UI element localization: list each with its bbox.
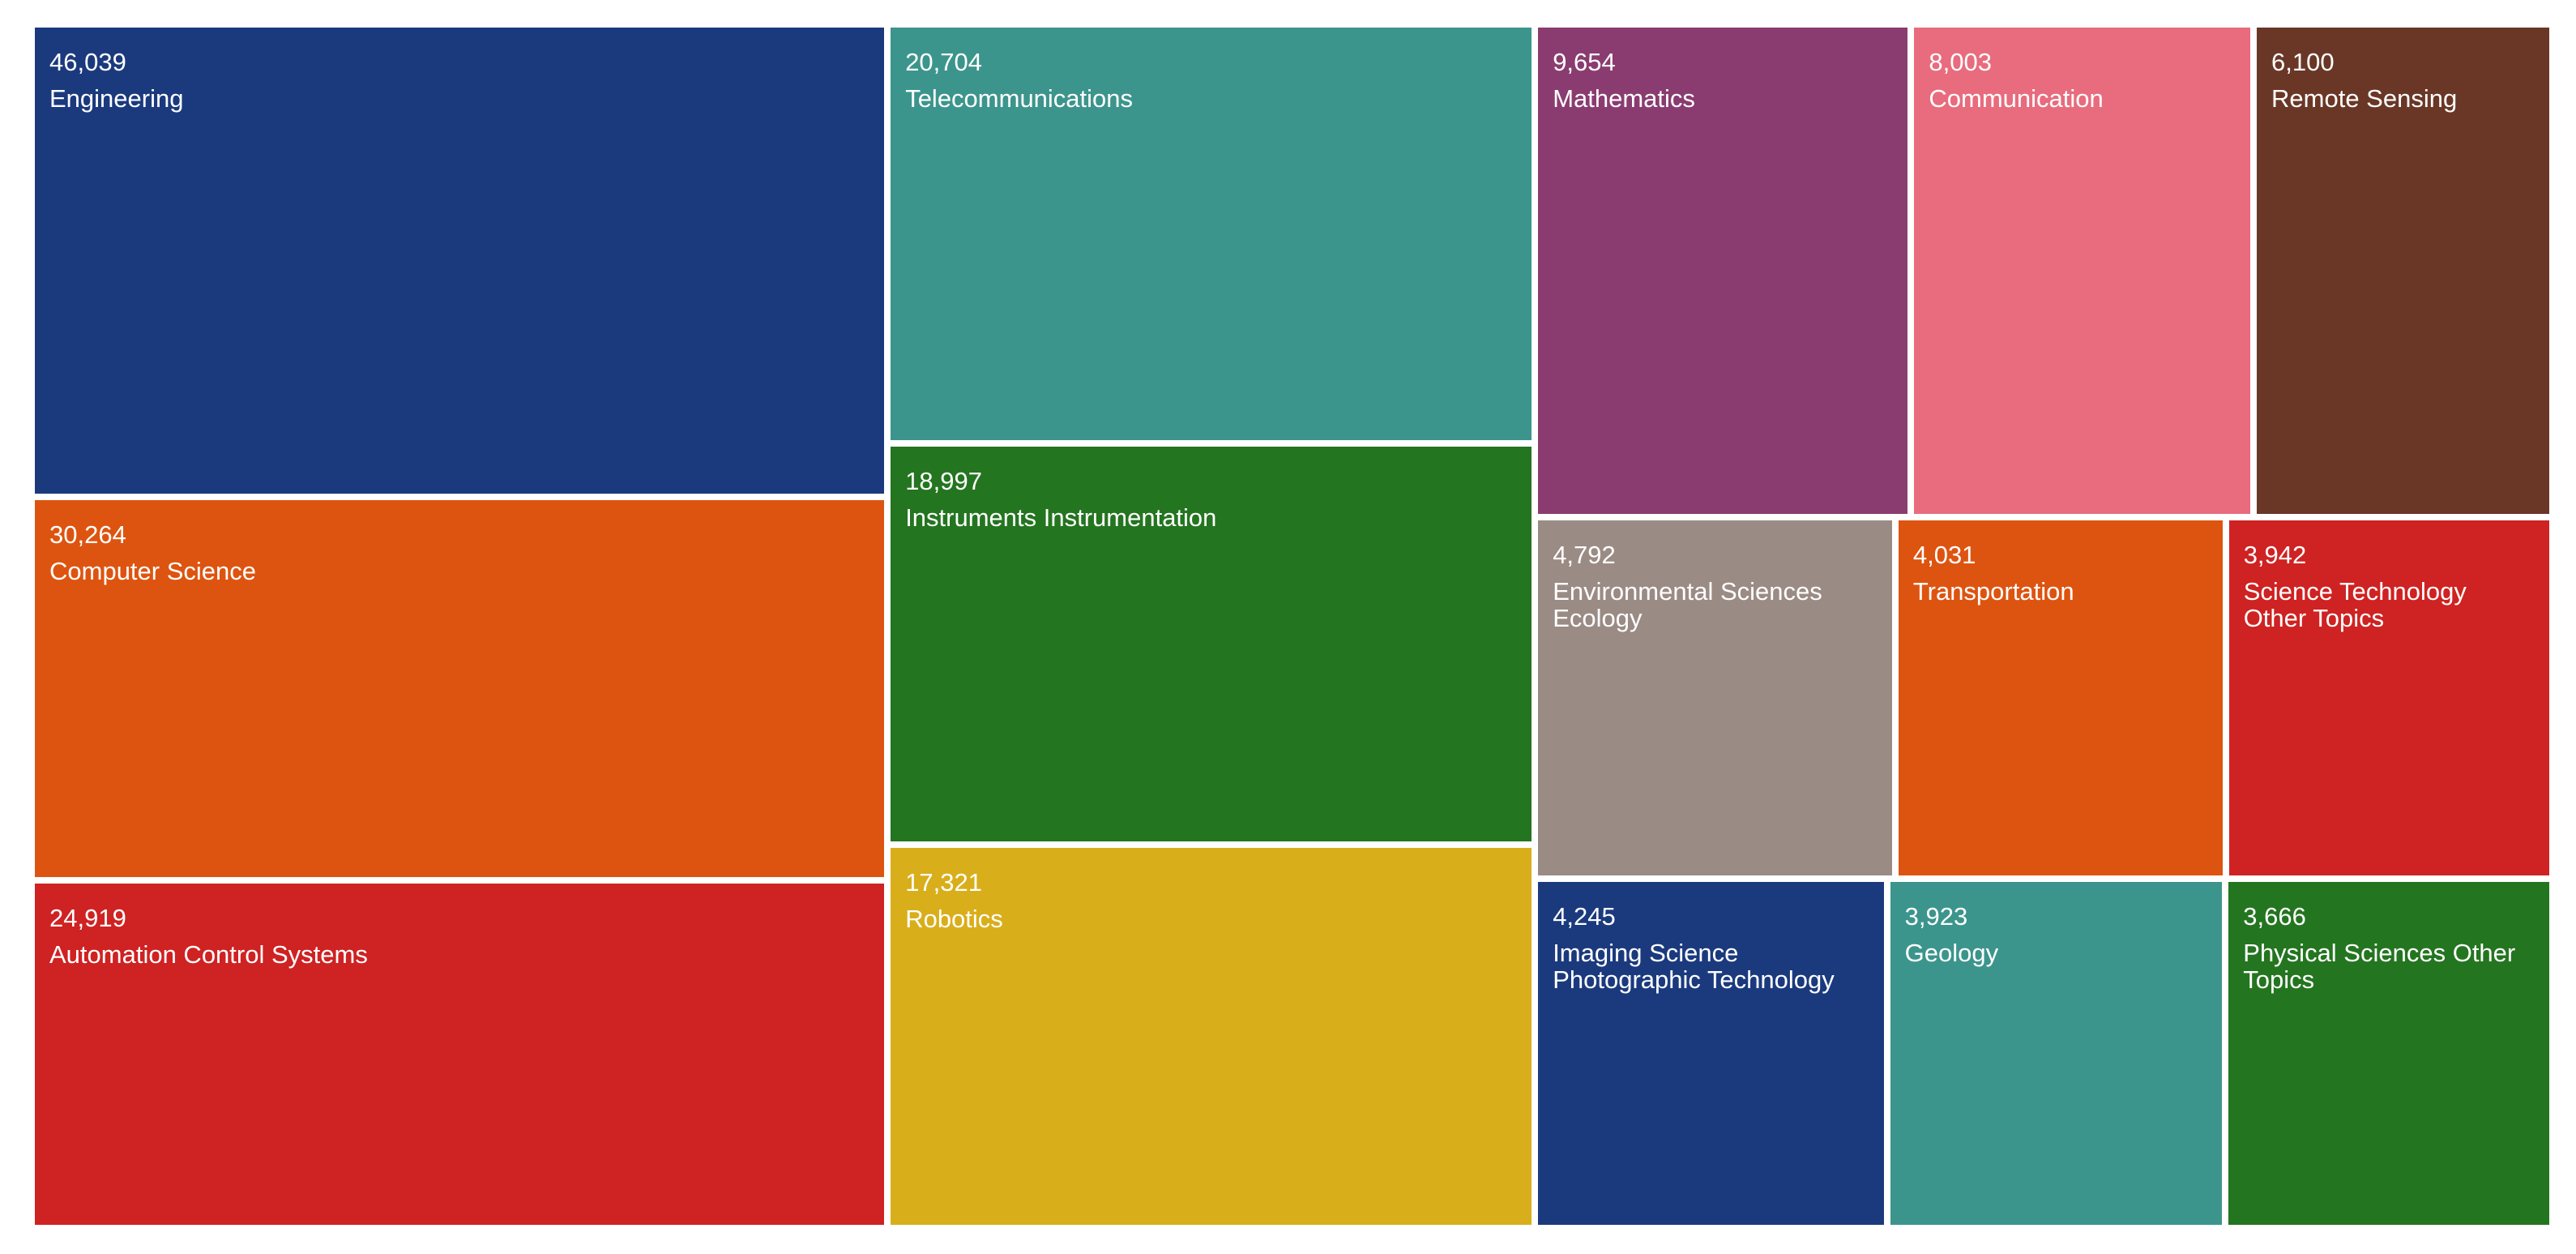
value-label: 30,264 <box>49 520 126 550</box>
category-label: Physical Sciences Other Topics <box>2243 939 2516 995</box>
category-label: Science Technology Other Topics <box>2243 576 2467 632</box>
category-label: Geology <box>1904 939 1999 968</box>
value-label: 9,654 <box>1553 48 1616 76</box>
category-label: Mathematics <box>1553 84 1695 113</box>
value-label: 3,666 <box>2243 902 2306 931</box>
category-label: Imaging Science Photographic Technology <box>1553 939 1835 995</box>
category-label: Automation Control Systems <box>49 939 368 969</box>
value-label: 46,039 <box>49 48 126 76</box>
category-label: Engineering <box>49 84 184 113</box>
value-label: 4,031 <box>1912 540 1976 569</box>
tile: 8,003 Communication <box>1914 28 2250 514</box>
tile: 18,997 Instruments Instrumentation <box>891 446 1532 842</box>
tile: 6,100 Remote Sensing <box>2257 28 2549 514</box>
tile: 3,923 Geology <box>1890 882 2223 1225</box>
tile: 20,704 Telecommunications <box>891 28 1532 440</box>
tile: 3,942 Science Technology Other Topics <box>2228 520 2549 876</box>
category-label: Communication <box>1929 84 2104 113</box>
category-label: Telecommunications <box>905 84 1134 113</box>
value-label: 24,919 <box>49 903 126 932</box>
value-label: 17,321 <box>905 868 983 897</box>
tile: 17,321 Robotics <box>891 848 1532 1225</box>
tile: 46,039 Engineering <box>35 28 885 494</box>
value-label: 20,704 <box>905 48 983 76</box>
category-label: Transportation <box>1912 576 2074 606</box>
tile: 4,031 Transportation <box>1898 520 2223 876</box>
category-label: Environmental Sciences Ecology <box>1553 576 1822 632</box>
category-label: Remote Sensing <box>2271 84 2458 113</box>
value-label: 6,100 <box>2271 48 2335 76</box>
tile: 9,654 Mathematics <box>1538 28 1908 514</box>
tile: 30,264 Computer Science <box>35 500 885 877</box>
tile: 3,666 Physical Sciences Other Topics <box>2228 882 2549 1225</box>
tile: 24,919 Automation Control Systems <box>35 883 885 1225</box>
category-label: Instruments Instrumentation <box>905 503 1217 532</box>
value-label: 8,003 <box>1929 48 1992 76</box>
category-label: Computer Science <box>49 557 257 586</box>
value-label: 4,245 <box>1553 902 1616 931</box>
category-label: Robotics <box>905 905 1003 934</box>
tile: 4,792 Environmental Sciences Ecology <box>1538 520 1892 876</box>
value-label: 3,942 <box>2243 540 2307 569</box>
tile: 4,245 Imaging Science Photographic Techno… <box>1538 882 1884 1225</box>
value-label: 3,923 <box>1904 902 1968 931</box>
value-label: 18,997 <box>905 466 983 495</box>
value-label: 4,792 <box>1553 540 1616 569</box>
